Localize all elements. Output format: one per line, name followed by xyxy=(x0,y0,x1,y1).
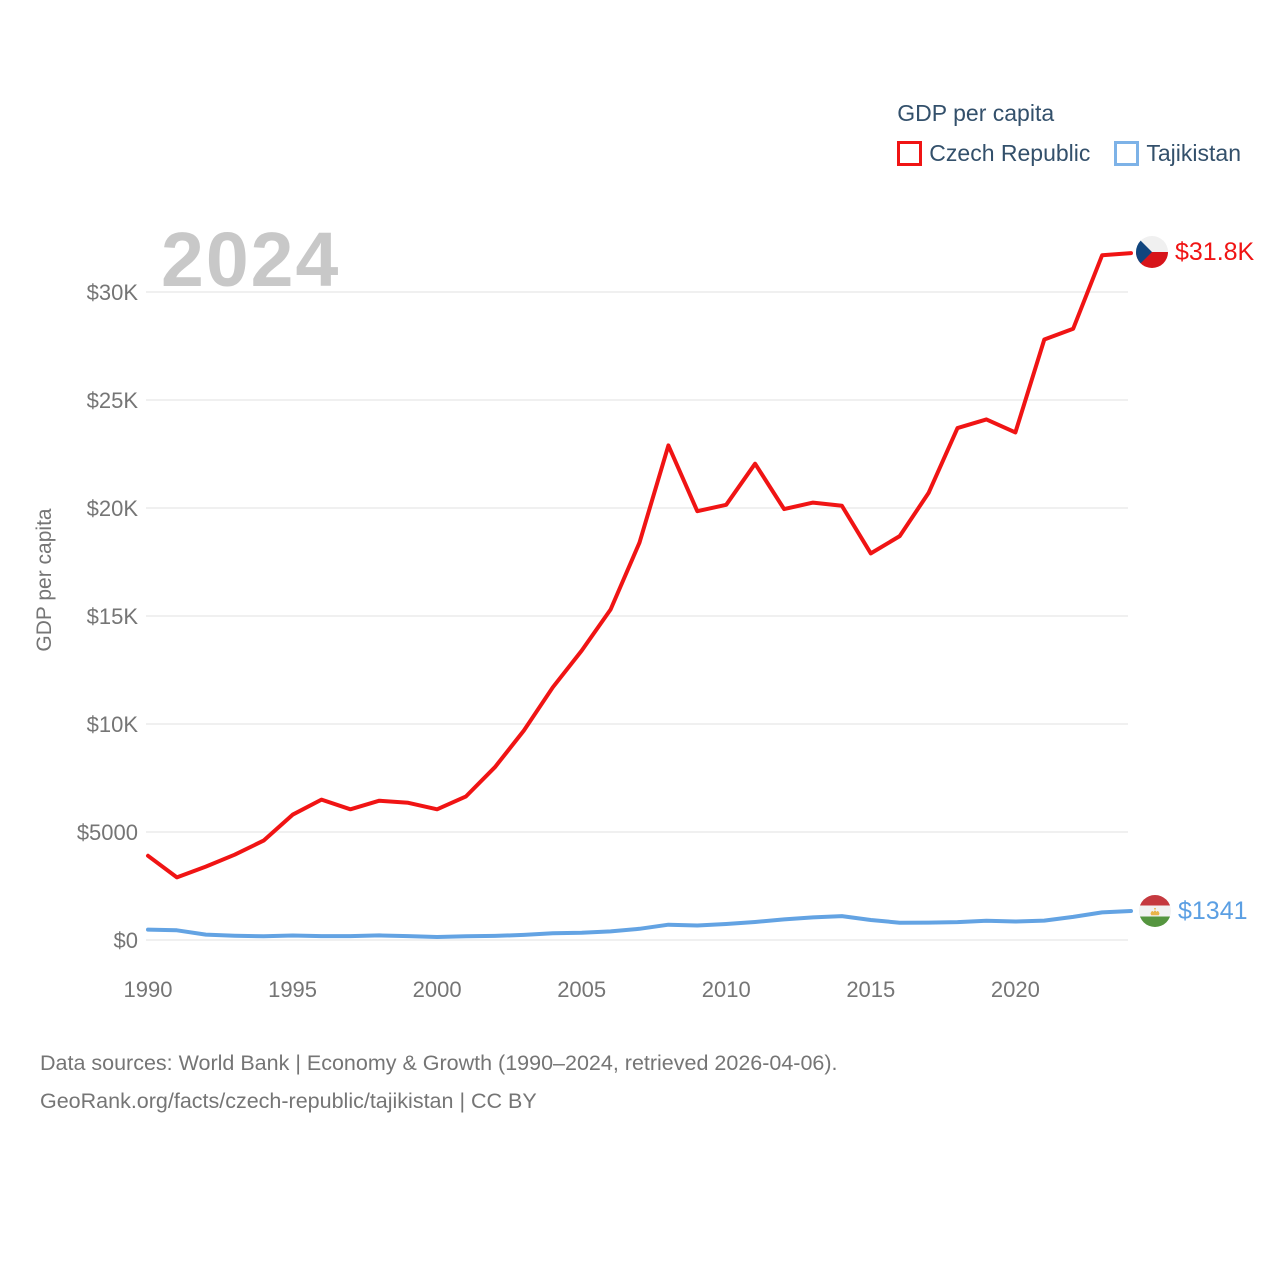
czech-flag-icon xyxy=(1136,236,1168,268)
source-line: Data sources: World Bank | Economy & Gro… xyxy=(40,1051,838,1075)
y-axis-tick-label: $15K xyxy=(87,604,139,629)
legend-item-label: Czech Republic xyxy=(929,140,1091,166)
legend-item-label: Tajikistan xyxy=(1146,140,1241,166)
czech-end-value-label: $31.8K xyxy=(1136,236,1254,268)
x-axis-tick-label: 2010 xyxy=(702,977,751,1002)
tajikistan-end-value-label: $1341 xyxy=(1139,895,1248,927)
tajikistan-flag-icon xyxy=(1139,895,1171,927)
attribution-line: GeoRank.org/facts/czech-republic/tajikis… xyxy=(40,1089,537,1113)
legend-title: GDP per capita xyxy=(897,100,1055,126)
legend-item-tajikistan[interactable]: Tajikistan xyxy=(1114,140,1241,167)
year-watermark: 2024 xyxy=(161,217,341,303)
x-axis-tick-label: 1990 xyxy=(124,977,173,1002)
y-axis-tick-label: $10K xyxy=(87,712,139,737)
tajikistan-series-swatch-icon xyxy=(1114,141,1140,166)
y-axis-tick-label: $25K xyxy=(87,388,139,413)
x-axis-tick-label: 1995 xyxy=(268,977,317,1002)
y-axis-tick-label: $20K xyxy=(87,496,139,521)
series-line-czech-republic[interactable] xyxy=(146,251,1133,880)
tajikistan-end-value: $1341 xyxy=(1178,896,1248,925)
x-axis-tick-label: 2000 xyxy=(413,977,462,1002)
x-axis-tick-label: 2020 xyxy=(991,977,1040,1002)
y-axis-tick-label: $0 xyxy=(114,928,138,953)
legend: GDP per capita Czech Republic Tajikistan xyxy=(897,100,1241,167)
czech-end-value: $31.8K xyxy=(1175,237,1255,266)
series-line-tajikistan[interactable] xyxy=(146,909,1133,939)
czech-series-swatch-icon xyxy=(897,141,923,166)
legend-row: Czech Republic Tajikistan xyxy=(897,140,1241,167)
y-axis-tick-label: $5000 xyxy=(77,820,138,845)
y-axis-tick-label: $30K xyxy=(87,280,139,305)
source-footer: Data sources: World Bank | Economy & Gro… xyxy=(40,1044,838,1120)
x-axis-tick-label: 2015 xyxy=(846,977,895,1002)
x-axis-tick-label: 2005 xyxy=(557,977,606,1002)
legend-item-czech-republic[interactable]: Czech Republic xyxy=(897,140,1090,167)
